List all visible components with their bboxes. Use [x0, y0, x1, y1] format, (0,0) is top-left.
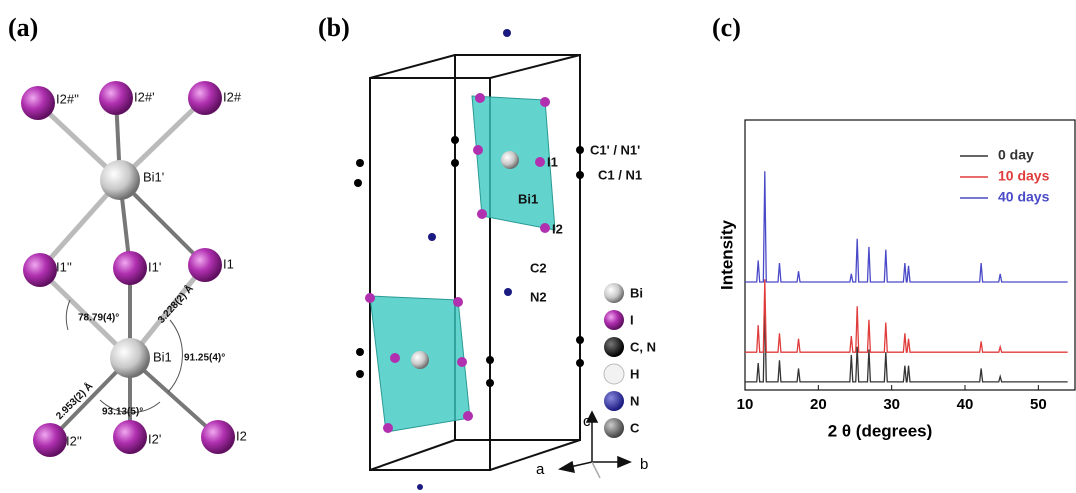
atom-label: C2 — [530, 260, 547, 275]
polyhedra — [354, 29, 584, 490]
axis-label: a — [536, 461, 545, 478]
atom-label: I2'' — [66, 433, 82, 448]
atom-label: Bi1 — [518, 191, 538, 206]
legend-label: I — [630, 312, 634, 327]
x-axis-label: 2 θ (degrees) — [828, 421, 933, 440]
legend-label: N — [630, 393, 639, 408]
measurement: 93.13(5)° — [102, 407, 143, 418]
atom-legend: Bi I C, N H N C — [604, 283, 656, 438]
atom-label: I1 — [223, 256, 234, 271]
panel-a: (a) — [8, 13, 247, 457]
legend-label: C, N — [630, 339, 656, 354]
x-tick-label: 30 — [883, 396, 900, 413]
legend-label: 0 day — [998, 147, 1034, 163]
series-line — [745, 301, 1068, 382]
measurement: 91.25(4)° — [184, 353, 225, 364]
atom-label: I2' — [148, 431, 161, 446]
atom-label: Bi1 — [153, 349, 172, 364]
y-axis-label: Intensity — [717, 220, 736, 290]
legend-label: H — [630, 366, 639, 381]
measurement: 78.79(4)° — [78, 313, 119, 324]
atom-label: I1'' — [56, 259, 72, 274]
atom-label: I2 — [236, 428, 247, 443]
atom-label: C1 / N1 — [598, 167, 642, 182]
x-tick-label: 10 — [737, 396, 754, 413]
legend-label: 40 days — [998, 189, 1050, 205]
legend-label: C — [630, 420, 640, 435]
panel-label: (a) — [8, 13, 38, 42]
atom-label: N2 — [530, 289, 547, 304]
atom-label: I1' — [148, 259, 161, 274]
atom-label: I2#' — [134, 89, 155, 104]
axis-label: c — [583, 413, 591, 430]
measurement: 3.228(2) Å — [155, 282, 196, 326]
series-line — [745, 279, 1068, 352]
figure: (a) — [0, 0, 1076, 493]
panel-b: (b) C1' — [318, 13, 656, 490]
legend-label: Bi — [630, 285, 643, 300]
atom-label: I1 — [547, 154, 558, 169]
x-tick-label: 20 — [810, 396, 827, 413]
atom-label: Bi1' — [143, 169, 164, 184]
atom-label: I2# — [223, 89, 242, 104]
atom-label: I2 — [552, 221, 563, 236]
x-tick-label: 50 — [1030, 396, 1047, 413]
legend-label: 10 days — [998, 168, 1050, 184]
atom-label: I2#'' — [56, 91, 79, 106]
atom-label: C1' / N1' — [590, 142, 640, 157]
panel-label: (b) — [318, 13, 350, 42]
x-tick-label: 40 — [957, 396, 974, 413]
panel-label: (c) — [712, 13, 741, 42]
axis-label: b — [640, 456, 648, 473]
